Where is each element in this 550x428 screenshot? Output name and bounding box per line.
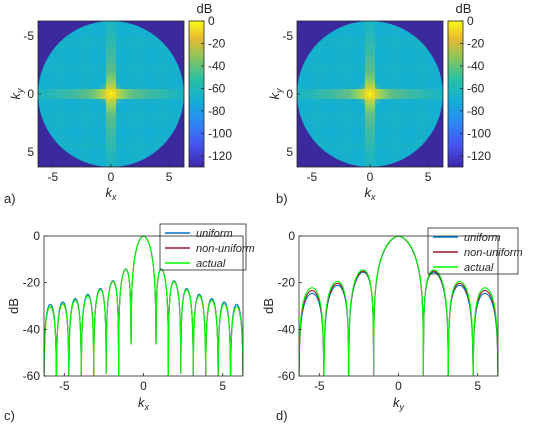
x-tick-label: 5 [219,379,226,393]
colorbar-frame [447,20,464,168]
colorbar-label: dB [197,1,213,16]
legend-entry-actual: actual [464,262,494,274]
y-tick-label: -40 [23,322,41,336]
legend-box [159,223,247,271]
series-group [44,236,243,376]
heatmap-mainlobe [97,80,125,108]
series-line-actual [299,236,498,376]
heatmap-disk [297,21,443,167]
x-axis-label-main: k [365,185,373,200]
colorbar-tick-label: -60 [467,81,485,95]
legend-entry-actual: actual [196,258,226,270]
legend-entry-uniform: uniform [464,232,501,244]
x-axis-label-main: k [106,185,114,200]
x-tick-label: -5 [59,379,70,393]
colorbar-tick-label: -100 [467,126,491,140]
y-tick-label: -60 [278,369,296,383]
x-axis-label-main: k [138,395,146,410]
panel-label-d: d) [276,408,288,423]
y-axis-label-main: k [8,92,23,100]
colorbar-tick-label: -60 [208,81,226,95]
x-tick-label: -5 [48,170,59,184]
x-tick-label: 0 [108,170,115,184]
y-axis-label-main: k [267,92,282,100]
series-line-uniform [44,236,243,376]
colorbar-tick-label: -100 [208,126,232,140]
series-line-non-uniform [299,236,498,376]
colorbar-tick-label: -80 [208,104,226,118]
x-tick-label: 5 [474,379,481,393]
colorbar-tick-label: -120 [208,149,232,163]
panel-label-c: c) [4,408,15,423]
y-tick-label: -5 [23,29,34,43]
legend-entry-uniform: uniform [196,228,233,240]
y-tick-label: -40 [278,322,296,336]
y-tick-label: 0 [27,87,34,101]
y-tick-label: -60 [23,369,41,383]
colorbar-a: 0 -20 -40 -60 -80 -100 -120 dB [188,1,232,168]
x-axis-label-main: k [393,395,401,410]
x-axis-label-sub: x [370,192,376,202]
x-tick-label: 0 [367,170,374,184]
x-axis-label: kx [138,395,150,412]
colorbar-tick-label: -20 [208,36,226,50]
x-tick-label: -5 [314,379,325,393]
colorbar-gradient [448,21,463,167]
x-axis-label-sub: y [399,402,405,412]
colorbar-tick-label: -40 [467,59,485,73]
legend-box [427,227,519,275]
x-axis-label: kx [365,185,377,202]
y-axis-label-sub: y [15,88,25,94]
y-axis-label-sub: y [274,88,284,94]
colorbar-b: 0 -20 -40 -60 -80 -100 -120 dB [447,1,491,168]
colorbar-gradient [189,21,204,167]
colorbar-tick-label: 0 [467,14,474,28]
x-tick-label: -5 [307,170,318,184]
x-axis-label: ky [393,395,405,412]
panel-label-a: a) [4,191,16,206]
y-tick-label: 0 [288,229,295,243]
y-axis-label: ky [8,88,25,100]
x-axis-label-sub: x [144,402,150,412]
y-tick-label: 5 [286,145,293,159]
legend-entry-non-uniform: non-uniform [464,247,523,259]
y-axis-label: dB [6,298,21,314]
plot-area [299,236,498,376]
y-tick-label: 0 [33,229,40,243]
y-tick-label: -5 [282,29,293,43]
x-tick-label: 5 [425,170,432,184]
plot-area [44,236,243,376]
colorbar-tick-label: -120 [467,149,491,163]
colorbar-tick-label: 0 [208,14,215,28]
x-tick-label: 5 [166,170,173,184]
y-tick-label: 5 [27,145,34,159]
x-tick-label: 0 [140,379,147,393]
colorbar-label: dB [456,1,472,16]
y-axis-label: ky [267,88,284,100]
legend-entry-non-uniform: non-uniform [196,243,255,255]
y-tick-label: 0 [286,87,293,101]
series-line-actual [44,236,243,376]
line-panel-d: -5 0 5 0 -20 -40 -60 ky dB uniform non-uniform actu… [261,227,523,412]
y-tick-label: -20 [23,276,41,290]
colorbar-frame [188,20,205,168]
series-line-uniform [299,236,498,376]
x-tick-label: 0 [395,379,402,393]
colorbar-tick-label: -80 [467,104,485,118]
x-axis-label: kx [106,185,118,202]
line-panel-c: -5 0 5 0 -20 -40 -60 kx dB uniform non-uniform actu… [6,223,255,412]
series-group [299,236,498,376]
heatmap-mainlobe [356,80,384,108]
colorbar-tick-label: -20 [467,36,485,50]
y-tick-label: -20 [278,276,296,290]
heatmap-disk [38,21,184,167]
y-axis-label: dB [261,298,276,314]
colorbar-tick-label: -40 [208,59,226,73]
panel-label-b: b) [276,191,288,206]
x-axis-label-sub: x [111,192,117,202]
